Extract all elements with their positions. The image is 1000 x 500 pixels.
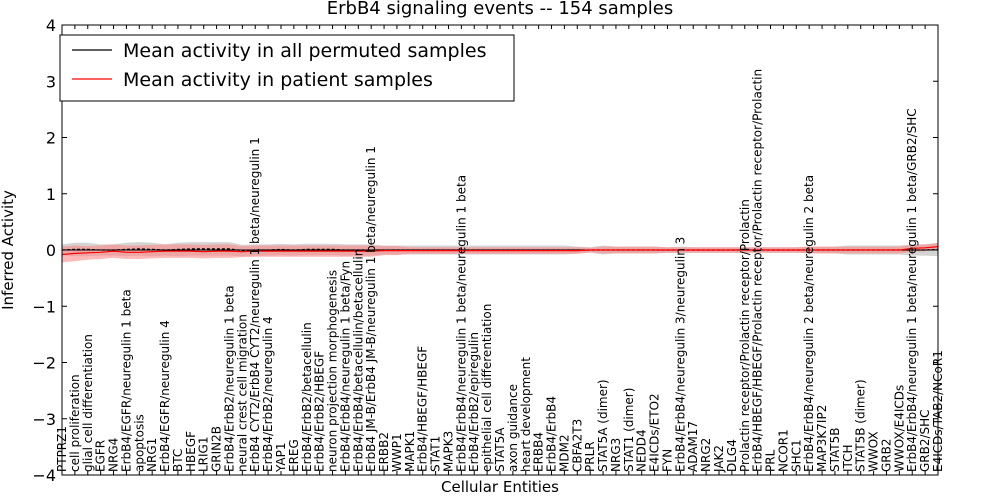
x-tick-label: ErbB4/ErbB4/betacellulin/betacellulin (351, 249, 365, 472)
x-tick-label: ITCH (841, 444, 855, 472)
x-tick-label: STAT5B (dimer) (854, 379, 868, 472)
x-tick-label: SHC1 (789, 439, 803, 472)
x-tick-label: ErbB4/ErbB4/neuregulin 1 beta/Fyn (338, 261, 352, 472)
x-tick-label: MDM2 (557, 434, 571, 472)
x-tick-label: BTC (171, 449, 185, 472)
y-tick-label: 0 (46, 241, 56, 260)
x-axis-title: Cellular Entities (441, 478, 559, 496)
x-tick-label: glial cell differentiation (81, 334, 95, 472)
x-tick-label: MAPK1 (403, 431, 417, 472)
chart-title: ErbB4 signaling events -- 154 samples (327, 0, 674, 19)
y-axis-title: Inferred Activity (0, 190, 17, 310)
x-tick-label: NEDD4 (635, 429, 649, 472)
legend-permuted-label: Mean activity in all permuted samples (123, 40, 486, 62)
y-tick-label: −1 (32, 297, 56, 316)
x-tick-label: ErbB4/EGFR/neuregulin 4 (158, 320, 172, 472)
x-tick-label: ErbB4/ErbB4 (545, 396, 559, 472)
x-tick-label: NRG3 (609, 438, 623, 472)
x-tick-label: PTPRZ1 (55, 426, 69, 472)
x-tick-label: neural crest cell migration (235, 314, 249, 472)
x-tick-label: WWOX/E4ICDs (892, 385, 906, 472)
x-tick-label: LRIG1 (197, 437, 211, 473)
patient-mean-line (61, 246, 939, 256)
x-tick-label: ErbB4/ErbB2/epiregulin (467, 332, 481, 472)
x-tick-label: ErbB4/ErbB2/HBEGF (313, 351, 327, 472)
x-tick-label: axon guidance (506, 384, 520, 472)
x-tick-label: GRIN2B (210, 426, 224, 472)
y-axis: 4 3 2 1 0 −1 −2 −3 −4 (32, 16, 938, 485)
y-tick-label: −3 (32, 410, 56, 429)
x-tick-label: HBEGF (184, 431, 198, 472)
patient-band (62, 243, 938, 263)
x-tick-label: Prolactin receptor/Prolactin receptor/Pr… (738, 199, 752, 472)
x-tick-label: NRG1 (145, 438, 159, 472)
y-tick-label: −4 (32, 466, 56, 485)
x-tick-label: neuron projection morphogenesis (326, 270, 340, 472)
x-tick-label: WWOX (867, 431, 881, 472)
x-tick-label: ErbB4/ErbB2/betacellulin (300, 322, 314, 472)
x-tick-label: ErbB4/ErbB4/neuregulin 3/neuregulin 3 (673, 237, 687, 472)
x-tick-label: DLG4 (725, 439, 739, 472)
x-tick-label: ADAM17 (686, 421, 700, 472)
x-tick-label: NRG4 (107, 438, 121, 472)
y-tick-label: 2 (46, 129, 56, 148)
x-tick-label: ErbB4/HBEGF/HBEGF (416, 346, 430, 472)
x-tick-label: ErbB4/EGFR/neuregulin 1 beta (119, 289, 133, 472)
x-tick-label: apoptosis (132, 414, 146, 472)
x-tick-label: GRB2/SHC (918, 409, 932, 472)
x-tick-label: NRG2 (699, 438, 713, 472)
x-tick-label: JAK2 (712, 445, 726, 473)
legend-patient-label: Mean activity in patient samples (123, 69, 433, 91)
x-tick-label: heart development (519, 357, 533, 472)
x-tick-label: WWP1 (390, 433, 404, 472)
x-tick-label: FYN (661, 449, 675, 472)
confidence-bands (62, 242, 938, 263)
x-tick-label: STAT5A (493, 427, 507, 472)
x-tick-label: ErbB4/ErbB4/neuregulin 2 beta/neuregulin… (802, 175, 816, 472)
x-tick-label: ERBB2 (377, 432, 391, 472)
x-tick-label: cell proliferation (68, 374, 82, 472)
x-tick-label: NCOR1 (776, 429, 790, 472)
x-tick-label: ErbB4/ErbB4/neuregulin 1 beta/neuregulin… (454, 175, 468, 472)
x-tick-label: ErbB4/ErbB4/neuregulin 1 beta/neuregulin… (905, 108, 919, 472)
x-tick-label: EGFR (94, 440, 108, 472)
x-tick-label: PRL (764, 449, 778, 472)
x-tick-label: ErbB4/HBEGF/HBEGF/Prolactin receptor/Pro… (751, 69, 765, 472)
x-tick-label: GRB2 (880, 438, 894, 472)
x-tick-label: STAT1 (dimer) (622, 388, 636, 472)
x-tick-label: STAT5B (828, 428, 842, 473)
legend: Mean activity in all permuted samples Me… (59, 34, 515, 102)
x-tick-label: epithelial cell differentiation (480, 304, 494, 472)
x-tick-label: EREG (287, 439, 301, 472)
y-tick-label: −2 (32, 354, 56, 373)
y-tick-label: 1 (46, 185, 56, 204)
x-tick-label: MAPK3 (442, 431, 456, 472)
x-tick-label: MAP3K7IP2 (815, 405, 829, 472)
x-tick-label: ErbB4/ErbB2/neuregulin 1 beta (223, 285, 237, 472)
x-tick-label: ErbB4/ErbB2/neuregulin 4 (261, 316, 275, 472)
x-tick-label: STAT1 (429, 436, 443, 472)
x-tick-label: E4ICDs/TAB2/NCoR1 (931, 350, 945, 472)
x-tick-label: ERBB4 (532, 432, 546, 472)
y-tick-label: 4 (46, 16, 56, 35)
x-tick-label: E4ICDs/ETO2 (648, 393, 662, 472)
legend-box (59, 34, 515, 102)
y-tick-label: 3 (46, 72, 56, 91)
series-lines (61, 246, 939, 256)
x-tick-label: ErbB4 JM-B/ErbB4 JM-B/neuregulin 1 beta/… (364, 146, 378, 472)
x-tick-label: STAT5A (dimer) (596, 379, 610, 472)
x-tick-label: YAP1 (274, 443, 288, 473)
x-tick-label: CBFA2T3 (570, 419, 584, 472)
x-tick-label: PRLR (583, 441, 597, 472)
x-tick-label: ErbB4 CYT2/ErbB4 CYT2/neuregulin 1 beta/… (248, 137, 262, 472)
